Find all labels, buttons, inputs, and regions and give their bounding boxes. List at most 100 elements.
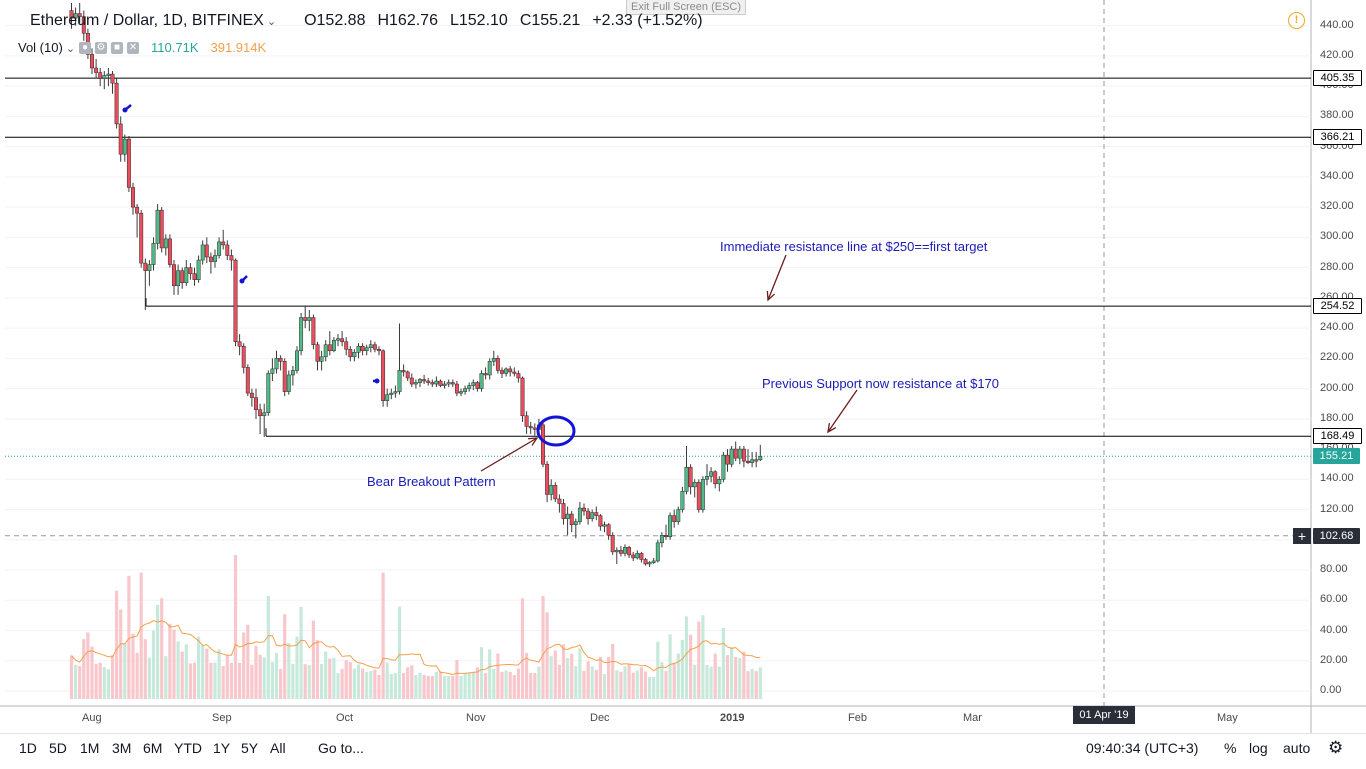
- volume-bar: [397, 606, 402, 699]
- candle-body: [508, 368, 513, 373]
- candle-body: [155, 209, 160, 244]
- candle-body: [94, 67, 99, 73]
- volume-bar: [525, 652, 529, 699]
- volume-bar: [356, 664, 361, 699]
- candle-body: [360, 345, 365, 352]
- volume-bar: [459, 675, 463, 699]
- price-tag-line: 168.49: [1313, 428, 1362, 445]
- candle-body: [467, 385, 472, 389]
- more-icon[interactable]: ■: [111, 41, 124, 54]
- candle-body: [258, 409, 263, 417]
- price-tag-cursor: 102.68: [1313, 527, 1360, 544]
- volume-bar: [82, 639, 86, 699]
- gear-icon[interactable]: ⚙: [1328, 738, 1344, 757]
- log-toggle[interactable]: log: [1249, 740, 1268, 756]
- exit-fullscreen-button[interactable]: Exit Full Screen (ESC): [626, 0, 747, 15]
- settings-icon[interactable]: ⚙: [95, 41, 108, 54]
- range-button-6m[interactable]: 6M: [143, 740, 163, 756]
- volume-bar: [553, 650, 557, 699]
- volume-bar: [373, 669, 377, 699]
- percent-toggle[interactable]: %: [1224, 740, 1237, 756]
- candle-body: [348, 349, 353, 358]
- candle-body: [680, 491, 685, 510]
- range-button-1y[interactable]: 1Y: [213, 740, 231, 756]
- candle-body: [434, 380, 439, 385]
- symbol-title[interactable]: Ethereum / Dollar, 1D, BITFINEX ⌄: [30, 12, 277, 29]
- eye-icon[interactable]: ●: [79, 41, 92, 54]
- volume-bar: [131, 633, 135, 699]
- range-button-1d[interactable]: 1D: [19, 740, 37, 756]
- volume-bar: [516, 668, 520, 699]
- volume-bar: [274, 652, 279, 699]
- volume-ma-value: 391.914K: [210, 40, 267, 55]
- volume-bar: [484, 673, 488, 699]
- candle-body: [614, 550, 619, 553]
- auto-toggle[interactable]: auto: [1283, 740, 1311, 756]
- volume-bar: [578, 648, 582, 699]
- candle-body: [340, 338, 345, 342]
- price-tag-last: 155.21: [1313, 448, 1360, 465]
- candle-body: [323, 344, 328, 358]
- volume-bar: [115, 590, 119, 699]
- candle-body: [532, 427, 537, 430]
- volume-bar: [168, 623, 172, 699]
- clock[interactable]: 09:40:34 (UTC+3): [1086, 740, 1199, 756]
- annotation-bear-breakout[interactable]: Bear Breakout Pattern: [367, 474, 496, 489]
- close-icon[interactable]: ✕: [127, 41, 140, 54]
- volume-bar: [471, 671, 475, 699]
- annotation-immediate-resistance[interactable]: Immediate resistance line at $250==first…: [720, 239, 988, 254]
- volume-bar: [197, 636, 201, 699]
- candle-body: [90, 54, 94, 69]
- volume-bar: [754, 671, 758, 699]
- crosshair-icon[interactable]: +: [1293, 528, 1311, 544]
- goto-button[interactable]: Go to...: [318, 740, 364, 756]
- price-tick-label: 380.00: [1320, 109, 1354, 122]
- candle-body: [368, 344, 373, 349]
- price-tick-label: 180.00: [1320, 411, 1354, 424]
- candle-body: [372, 344, 377, 350]
- candle-body: [135, 206, 140, 214]
- candle-body: [557, 498, 562, 504]
- candle-body: [282, 361, 287, 392]
- candle-body: [172, 264, 176, 287]
- ohlc-open: O152.88: [304, 12, 366, 29]
- arrow-immediate-resistance: [767, 254, 787, 301]
- volume-ma-line: [71, 620, 761, 676]
- range-button-5d[interactable]: 5D: [49, 740, 67, 756]
- volume-bar: [377, 675, 381, 699]
- volume-bar: [533, 673, 537, 699]
- volume-bar: [504, 670, 508, 699]
- annotation-previous-support[interactable]: Previous Support now resistance at $170: [762, 376, 1000, 391]
- candle-body: [221, 241, 226, 246]
- volume-bar: [713, 653, 717, 699]
- ohlc-low: L152.10: [449, 12, 508, 29]
- volume-bar: [119, 609, 123, 699]
- volume-bar: [385, 662, 389, 699]
- volume-label[interactable]: Vol (10) ⌄: [18, 40, 76, 55]
- candle-body: [754, 459, 759, 462]
- range-button-5y[interactable]: 5Y: [241, 740, 259, 756]
- range-button-all[interactable]: All: [270, 740, 286, 756]
- candle-body: [590, 512, 595, 519]
- candle-body: [426, 380, 431, 383]
- candle-body: [270, 368, 275, 374]
- volume-bar: [758, 667, 762, 699]
- volume-bar: [619, 671, 623, 699]
- candle-body: [623, 547, 627, 554]
- volume-bar: [410, 665, 414, 699]
- volume-bar: [262, 657, 266, 699]
- volume-bar: [676, 653, 680, 699]
- candle-body: [405, 371, 410, 379]
- plot-area: [5, 0, 1311, 706]
- volume-bar: [348, 662, 352, 699]
- candle-body: [233, 259, 238, 342]
- volume-bar: [78, 666, 82, 699]
- volume-bar: [438, 671, 443, 699]
- range-button-ytd[interactable]: YTD: [174, 740, 202, 756]
- candle-body: [512, 371, 517, 374]
- range-button-3m[interactable]: 3M: [112, 740, 132, 756]
- alert-icon[interactable]: !: [1288, 12, 1305, 29]
- volume-bar: [192, 662, 197, 699]
- range-button-1m[interactable]: 1M: [80, 740, 100, 756]
